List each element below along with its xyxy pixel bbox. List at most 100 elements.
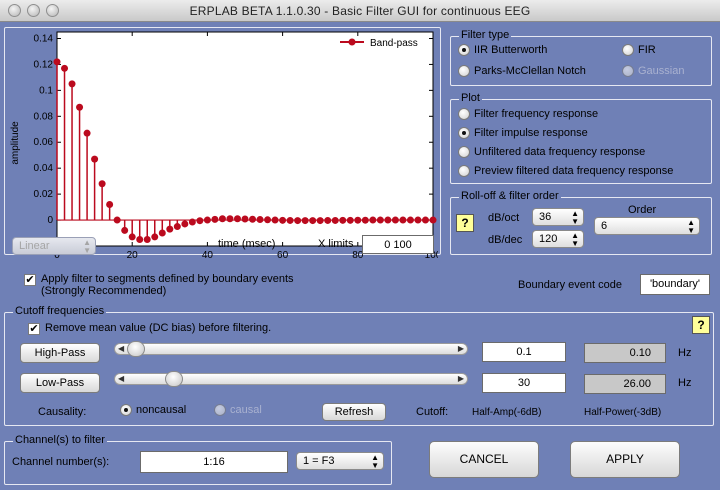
stem-marker xyxy=(406,216,414,224)
stem-marker xyxy=(271,216,279,224)
radio-filter-impulse-response[interactable]: Filter impulse response xyxy=(458,127,588,139)
minimize-window-button[interactable] xyxy=(27,4,40,17)
y-tick-label: 0 xyxy=(47,215,53,226)
order-label: Order xyxy=(628,204,657,216)
stem-marker xyxy=(384,216,392,224)
low-pass-result: 26.00 xyxy=(584,374,666,394)
channels-panel: Channel(s) to filter xyxy=(4,434,392,485)
low-pass-button[interactable]: Low-Pass xyxy=(20,373,100,393)
cutoff-help-button[interactable]: ? xyxy=(692,316,710,334)
stem-marker xyxy=(76,103,84,111)
arrow-right-icon[interactable]: ▶ xyxy=(457,344,464,353)
legend: Band-pass xyxy=(340,38,418,49)
dboct-label: dB/oct xyxy=(488,212,520,224)
stem-marker xyxy=(113,216,121,224)
radio-iir-butterworth[interactable]: IIR Butterworth xyxy=(458,44,547,56)
stem-marker xyxy=(91,155,99,163)
low-pass-slider-knob[interactable] xyxy=(165,371,183,387)
stem-marker xyxy=(376,216,384,224)
stem-marker xyxy=(151,233,159,241)
stem-marker xyxy=(181,220,189,228)
high-pass-button[interactable]: High-Pass xyxy=(20,343,100,363)
stem-marker xyxy=(391,216,399,224)
rolloff-panel: Roll-off & filter order xyxy=(450,190,712,255)
check-icon: ✔ xyxy=(28,323,40,335)
remove-dc-checkbox[interactable]: ✔ Remove mean value (DC bias) before fil… xyxy=(28,322,272,335)
radio-causal: causal xyxy=(214,404,262,416)
dbdec-label: dB/dec xyxy=(488,234,523,246)
arrow-right-icon[interactable]: ▶ xyxy=(457,374,464,383)
filter-type-label: Filter type xyxy=(459,29,512,41)
stem-marker xyxy=(249,215,257,223)
stem-marker xyxy=(346,216,354,224)
x-tick-label: 40 xyxy=(202,250,214,258)
x-limits-input[interactable]: 0 100 xyxy=(362,235,434,254)
x-axis-label: time (msec) xyxy=(218,238,276,250)
chevron-updown-icon: ▲ ▼ xyxy=(687,218,695,235)
stem-marker xyxy=(399,216,407,224)
half-power-label: Half-Power(-3dB) xyxy=(584,407,662,418)
stem-marker xyxy=(158,229,166,237)
high-pass-input[interactable]: 0.1 xyxy=(482,342,566,362)
dboct-popup[interactable]: 36 ▲ ▼ xyxy=(532,208,584,226)
stem-marker xyxy=(211,215,219,223)
y-tick-label: 0.12 xyxy=(34,59,54,70)
stem-marker xyxy=(203,216,211,224)
stem-marker xyxy=(264,216,272,224)
channel-number-input[interactable]: 1:16 xyxy=(140,451,288,473)
radio-noncausal[interactable]: noncausal xyxy=(120,404,186,416)
radio-preview-filtered-response[interactable]: Preview filtered data frequency response xyxy=(458,165,673,177)
stem-marker xyxy=(166,225,174,233)
low-pass-slider[interactable]: ◀ ▶ xyxy=(114,371,468,387)
radio-parks-mcclellan[interactable]: Parks-McClellan Notch xyxy=(458,65,586,77)
x-tick-label: 100 xyxy=(425,250,438,258)
scale-popup[interactable]: Linear ▲ ▼ xyxy=(12,237,96,255)
refresh-button[interactable]: Refresh xyxy=(322,403,386,421)
hz-label: Hz xyxy=(678,377,692,389)
radio-fir[interactable]: FIR xyxy=(622,44,656,56)
y-tick-label: 0.1 xyxy=(39,85,53,96)
rolloff-label: Roll-off & filter order xyxy=(459,190,561,202)
stem-marker xyxy=(339,216,347,224)
rolloff-help-button[interactable]: ? xyxy=(456,214,474,232)
arrow-left-icon[interactable]: ◀ xyxy=(118,374,125,383)
y-tick-label: 0.02 xyxy=(34,189,54,200)
boundary-event-code-input[interactable]: 'boundary' xyxy=(640,274,710,295)
impulse-response-plot: 00.020.040.060.080.10.120.14 02040608010… xyxy=(10,31,438,258)
stem-marker xyxy=(361,216,369,224)
chevron-updown-icon: ▲ ▼ xyxy=(83,238,91,255)
radio-unfiltered-frequency-response[interactable]: Unfiltered data frequency response xyxy=(458,146,645,158)
apply-button[interactable]: APPLY xyxy=(570,441,680,478)
half-amp-label: Half-Amp(-6dB) xyxy=(472,407,542,418)
channels-label: Channel(s) to filter xyxy=(13,434,107,446)
apply-boundary-checkbox[interactable]: ✔ Apply filter to segments defined by bo… xyxy=(24,273,294,297)
stem-marker xyxy=(301,217,309,225)
stem-marker xyxy=(429,216,437,224)
high-pass-slider-knob[interactable] xyxy=(127,341,145,357)
high-pass-slider[interactable]: ◀ ▶ xyxy=(114,341,468,357)
low-pass-input[interactable]: 30 xyxy=(482,373,566,393)
y-tick-label: 0.14 xyxy=(34,33,54,44)
channel-popup[interactable]: 1 = F3 ▲ ▼ xyxy=(296,452,384,470)
stem-marker xyxy=(316,217,324,225)
zoom-window-button[interactable] xyxy=(46,4,59,17)
x-tick-label: 20 xyxy=(127,250,139,258)
check-icon: ✔ xyxy=(24,274,36,286)
radio-filter-frequency-response[interactable]: Filter frequency response xyxy=(458,108,598,120)
stem-marker xyxy=(256,216,264,224)
stem-marker xyxy=(226,215,234,223)
stem-marker xyxy=(83,129,91,137)
legend-label: Band-pass xyxy=(370,38,418,49)
close-window-button[interactable] xyxy=(8,4,21,17)
stem-marker xyxy=(241,215,249,223)
cancel-button[interactable]: CANCEL xyxy=(429,441,539,478)
dbdec-popup[interactable]: 120 ▲ ▼ xyxy=(532,230,584,248)
arrow-left-icon[interactable]: ◀ xyxy=(118,344,125,353)
window-title: ERPLAB BETA 1.1.0.30 - Basic Filter GUI … xyxy=(189,4,531,18)
order-popup[interactable]: 6 ▲ ▼ xyxy=(594,217,700,235)
stem-marker xyxy=(106,200,114,208)
y-axis-label: amplitude xyxy=(10,121,21,165)
y-tick-label: 0.04 xyxy=(34,163,54,174)
cutoff-panel: Cutoff frequencies xyxy=(4,305,714,426)
stem-marker xyxy=(143,236,151,244)
